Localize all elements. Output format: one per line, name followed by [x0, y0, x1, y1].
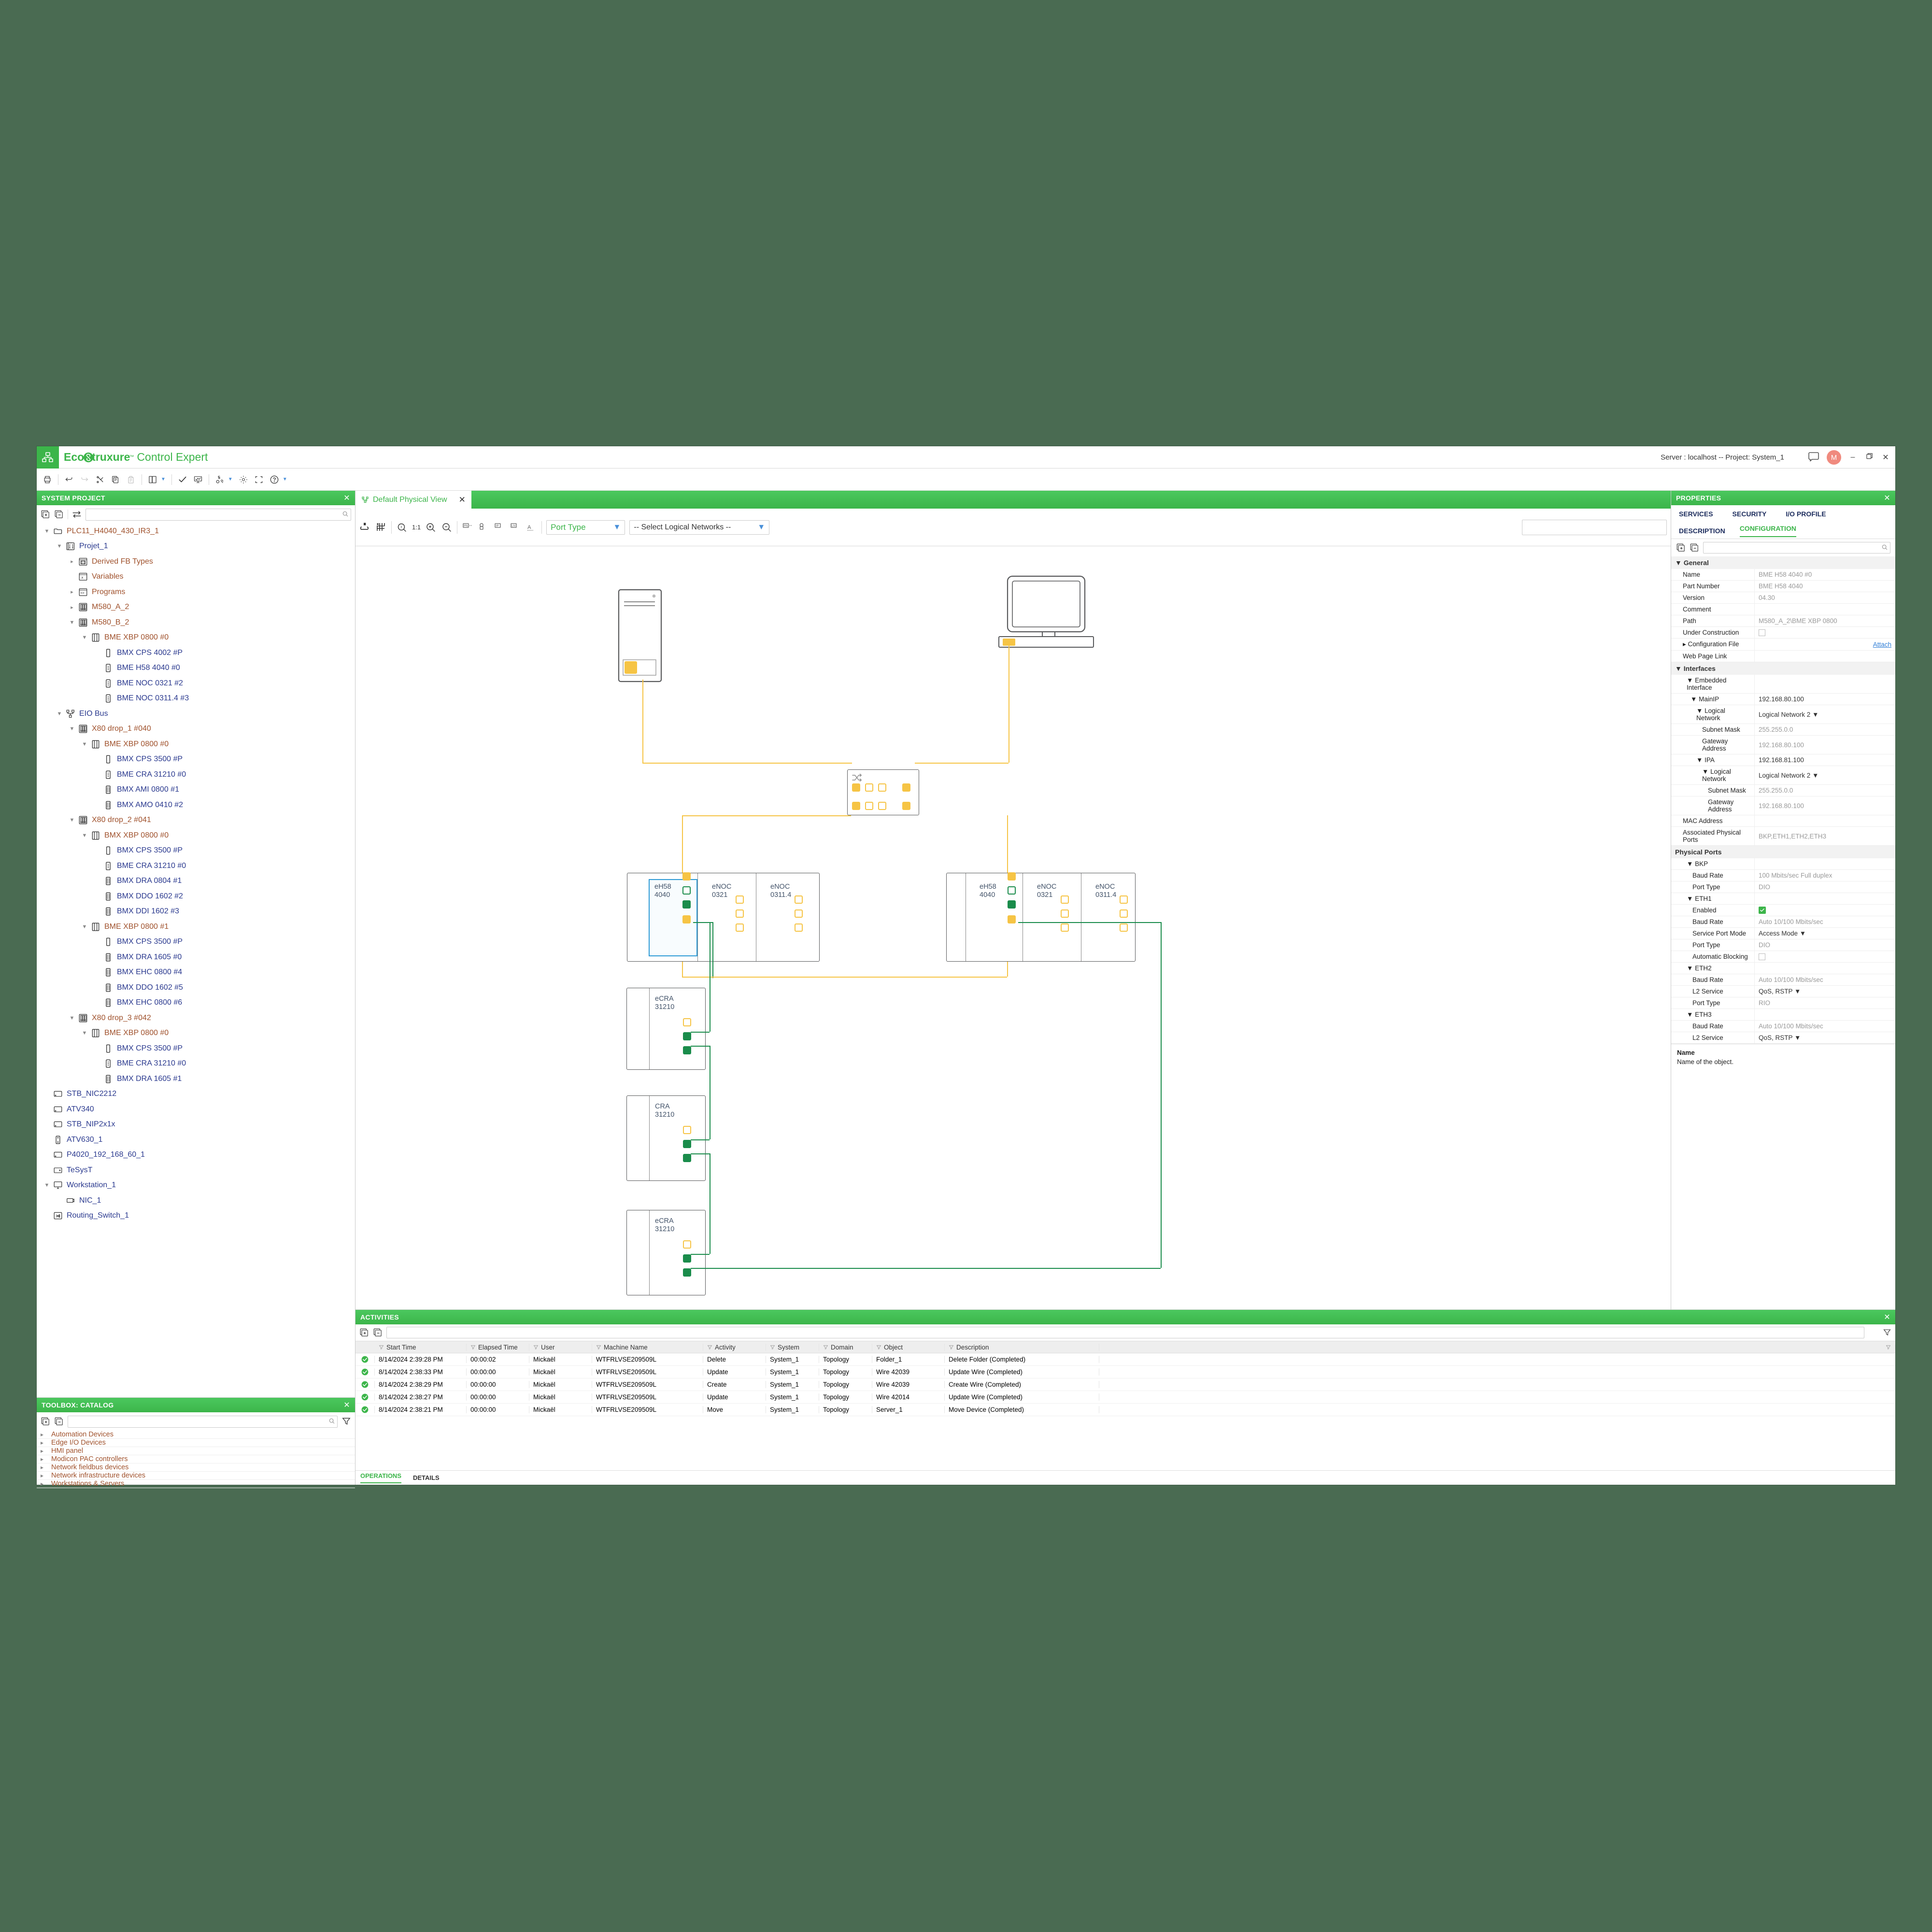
svg-text:A: A	[527, 525, 531, 530]
svg-text:IP: IP	[496, 525, 499, 527]
svg-text:LN: LN	[511, 525, 515, 527]
svg-text:PN: PN	[464, 525, 468, 527]
